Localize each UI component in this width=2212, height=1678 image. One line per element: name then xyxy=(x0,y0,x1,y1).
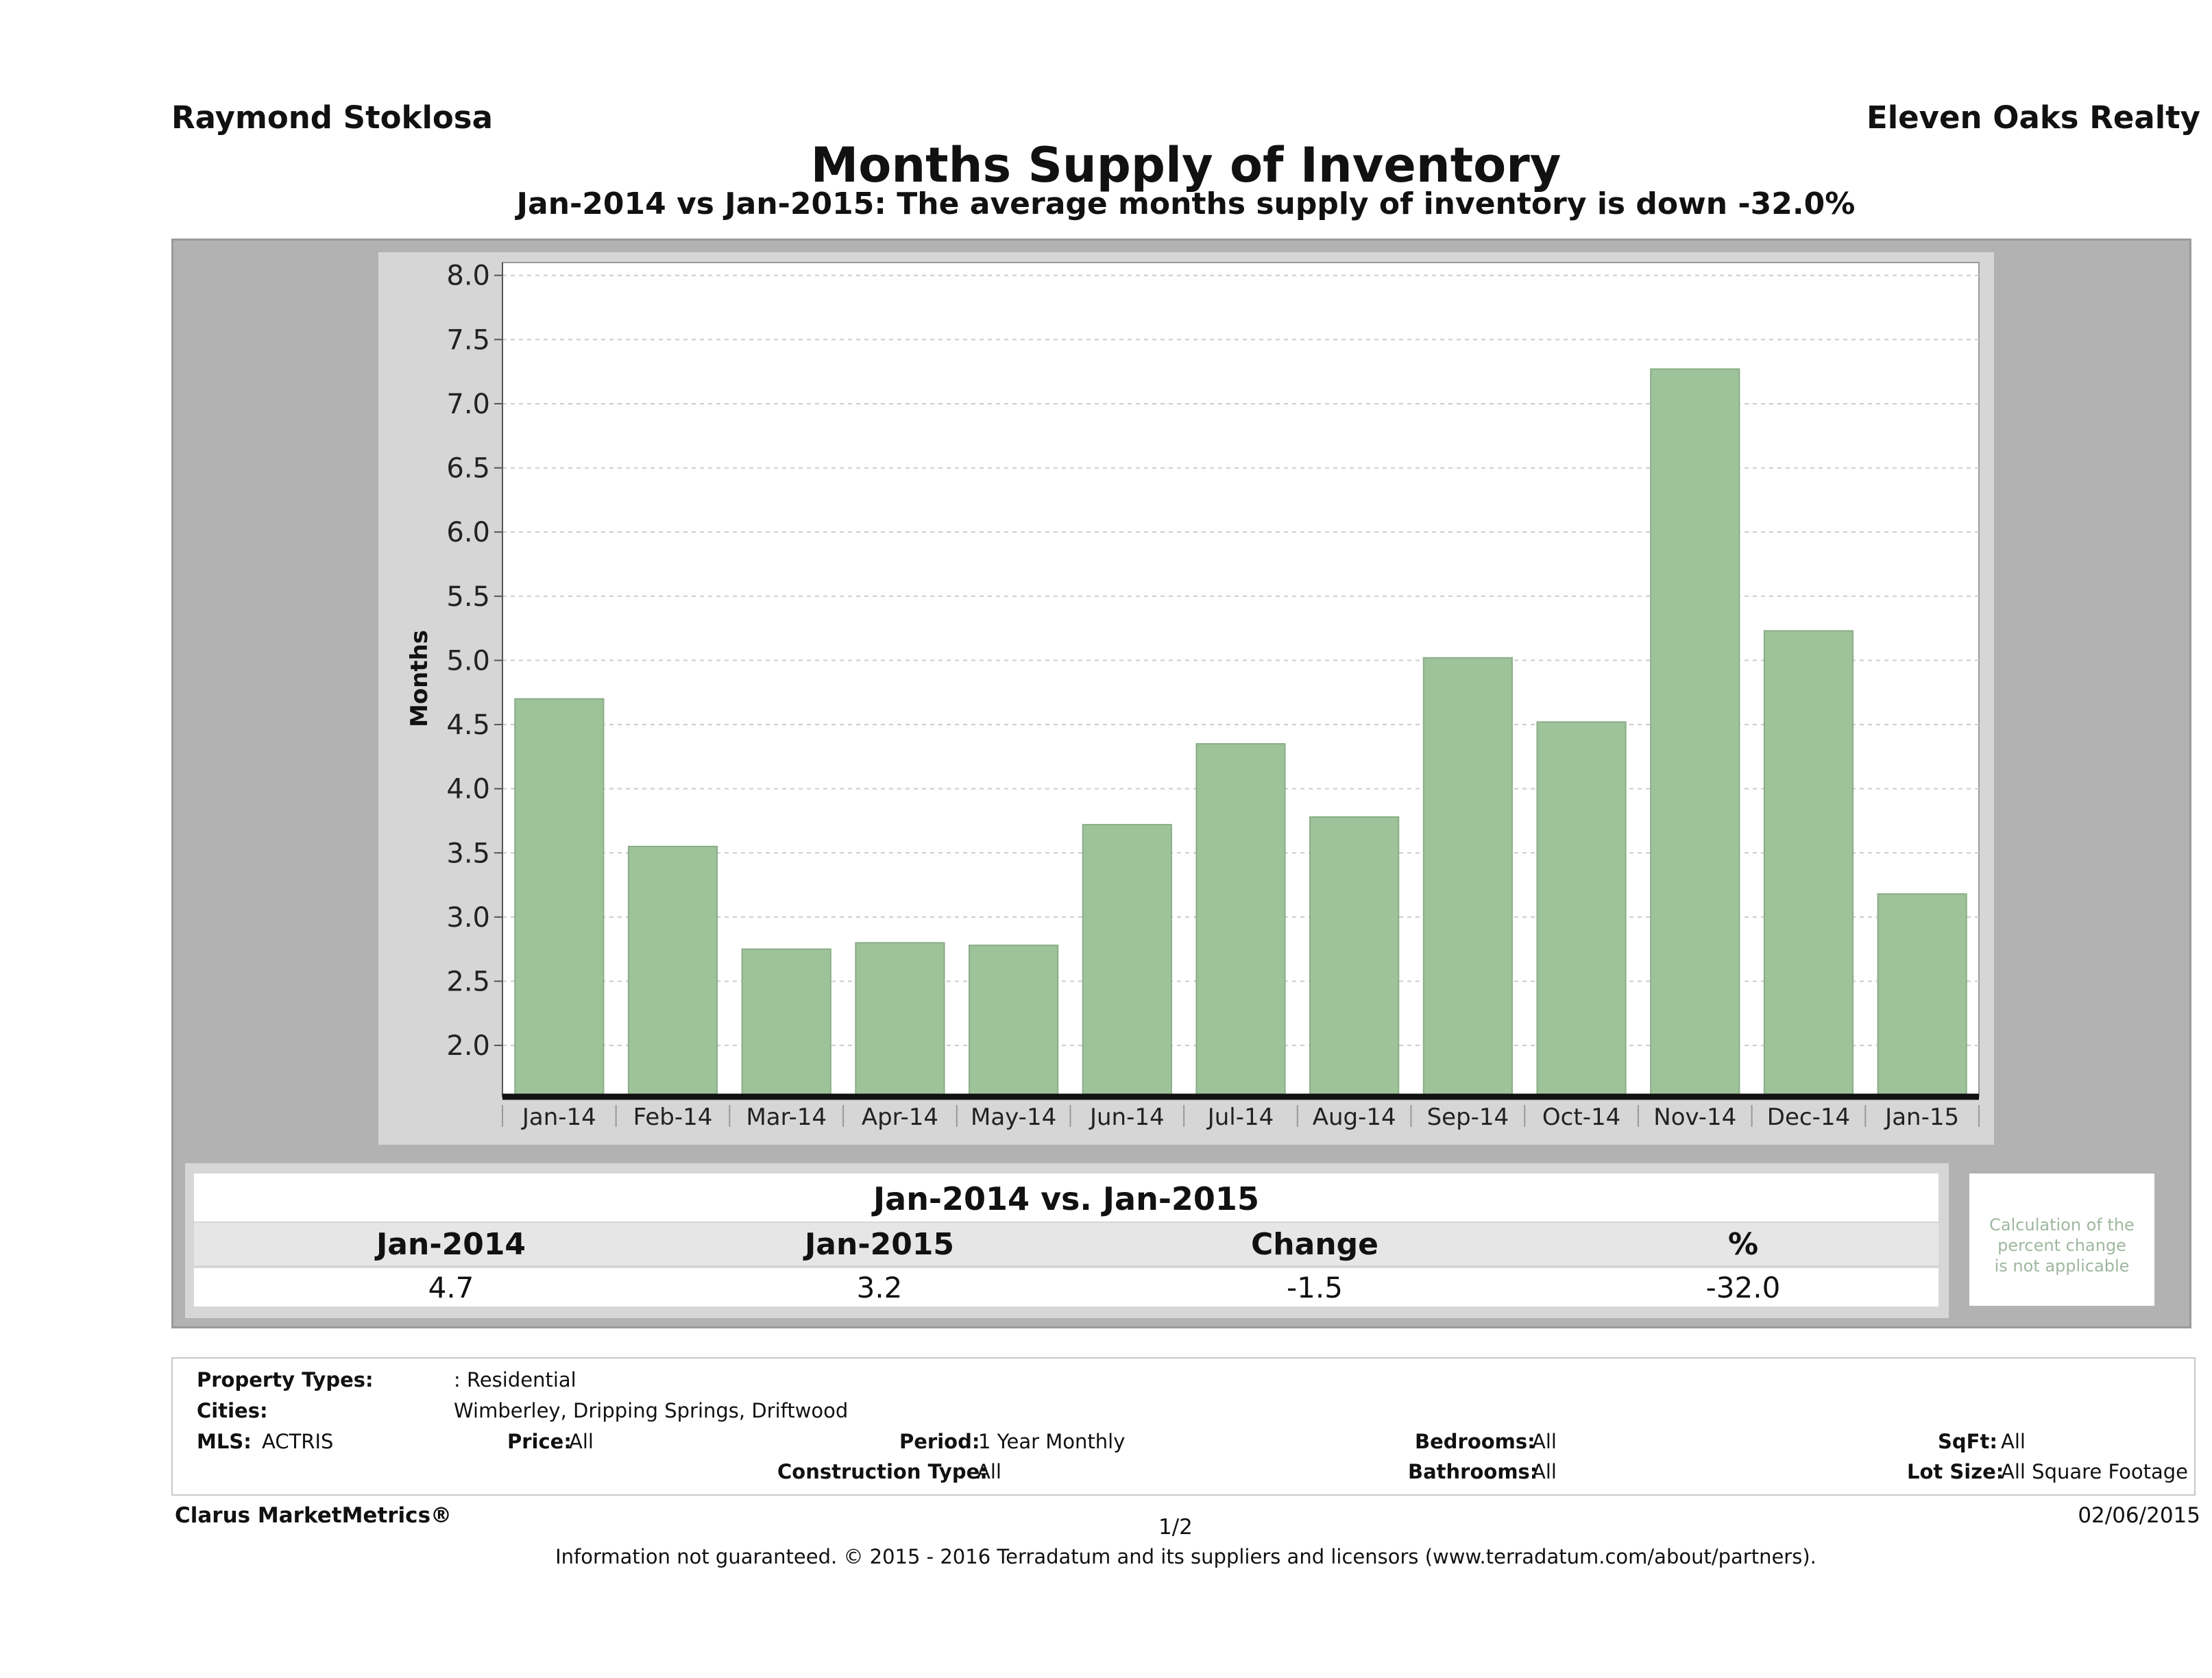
x-tick-label: Apr-14 xyxy=(862,1104,938,1131)
x-tick-label: Jul-14 xyxy=(1206,1104,1274,1131)
percent-note-line: Calculation of the xyxy=(1989,1215,2135,1235)
bar xyxy=(855,942,945,1098)
company-name: Eleven Oaks Realty xyxy=(1866,99,2200,136)
percent-note-line: percent change xyxy=(1997,1236,2126,1255)
summary-value-jan-2015: 3.2 xyxy=(856,1271,903,1304)
construction-type-value: All xyxy=(977,1460,1001,1483)
y-axis-label: Months xyxy=(406,630,433,727)
sqft-value: All xyxy=(2001,1430,2026,1453)
bar xyxy=(1877,893,1967,1098)
bar xyxy=(741,948,831,1097)
price-label: Price: xyxy=(507,1430,572,1453)
summary-header-change: Change xyxy=(1251,1227,1378,1262)
property-types-value: : Residential xyxy=(454,1368,576,1391)
bar xyxy=(627,845,718,1098)
construction-type-label: Construction Type: xyxy=(777,1460,988,1483)
x-tick-label: Feb-14 xyxy=(633,1104,713,1131)
bar-chart: 2.0 2.5 3.0 3.5 4.0 4.5 5.0 5.5 6.0 6.5 7.0 7.5 8.0 M… xyxy=(406,260,1980,1131)
price-value: All xyxy=(569,1430,594,1453)
lot-size-label: Lot Size: xyxy=(1907,1460,2004,1483)
report-parameters: Property Types: : Residential Cities: Wi… xyxy=(171,1357,2196,1496)
page-number: 1/2 xyxy=(1158,1515,1193,1540)
bedrooms-label: Bedrooms: xyxy=(1415,1430,1535,1453)
footer-brand: Clarus MarketMetrics® xyxy=(175,1503,452,1528)
x-tick-label: Jan-15 xyxy=(1884,1104,1959,1131)
bar xyxy=(1422,657,1514,1097)
property-types-label: Property Types: xyxy=(197,1368,374,1391)
summary-values-row: 4.7 3.2 -1.5 -32.0 xyxy=(194,1268,1938,1306)
bar xyxy=(1309,816,1400,1097)
y-tick-label: 4.5 xyxy=(446,709,490,741)
summary-title-row: Jan-2014 vs. Jan-2015 xyxy=(194,1174,1938,1221)
percent-note: Calculation of the percent change is not… xyxy=(1969,1215,2154,1276)
mls-label: MLS: xyxy=(197,1430,252,1453)
summary-header-percent: % xyxy=(1727,1227,1759,1262)
page-title: Months Supply of Inventory xyxy=(810,137,1561,193)
summary-title: Jan-2014 vs. Jan-2015 xyxy=(873,1180,1259,1217)
bar xyxy=(1763,630,1854,1097)
x-tick-label: Sep-14 xyxy=(1427,1104,1509,1131)
summary-value-change: -1.5 xyxy=(1287,1271,1343,1304)
x-tick-label: Mar-14 xyxy=(746,1104,827,1131)
page-subtitle: Jan-2014 vs Jan-2015: The average months… xyxy=(516,186,1856,221)
mls-value: ACTRIS xyxy=(262,1430,334,1453)
percent-note-line: is not applicable xyxy=(1994,1256,2130,1276)
bar xyxy=(1082,824,1172,1098)
lot-size-value: All Square Footage xyxy=(2001,1460,2189,1483)
cities-value: Wimberley, Dripping Springs, Driftwood xyxy=(454,1399,849,1422)
bar xyxy=(1536,721,1627,1097)
period-label: Period: xyxy=(899,1430,980,1453)
x-tick-label: Jan-14 xyxy=(521,1104,596,1131)
y-tick-label: 3.5 xyxy=(446,838,490,869)
y-tick-label: 6.0 xyxy=(446,517,490,548)
x-tick-label: May-14 xyxy=(971,1104,1056,1131)
y-tick-label: 7.5 xyxy=(446,324,490,356)
x-tick-label: Nov-14 xyxy=(1653,1104,1736,1131)
agent-name: Raymond Stoklosa xyxy=(171,99,493,136)
y-tick-label: 7.0 xyxy=(446,389,490,420)
summary-value-jan-2014: 4.7 xyxy=(428,1271,474,1304)
x-tick-label: Oct-14 xyxy=(1542,1104,1620,1131)
sqft-label: SqFt: xyxy=(1938,1430,1997,1453)
y-tick-label: 2.5 xyxy=(446,966,490,997)
cities-label: Cities: xyxy=(197,1399,268,1422)
y-tick-label: 6.5 xyxy=(446,453,490,485)
report-date: 02/06/2015 xyxy=(2078,1503,2200,1528)
y-tick-label: 2.0 xyxy=(446,1030,490,1062)
summary-header-jan-2014: Jan-2014 xyxy=(376,1227,526,1262)
bar xyxy=(1650,368,1740,1098)
bar xyxy=(514,698,605,1097)
y-tick-label: 8.0 xyxy=(446,260,490,292)
bathrooms-label: Bathrooms: xyxy=(1408,1460,1538,1483)
y-tick-label: 3.0 xyxy=(446,902,490,934)
x-tick-label: Aug-14 xyxy=(1313,1104,1396,1131)
x-tick-label: Dec-14 xyxy=(1767,1104,1850,1131)
y-tick-label: 5.5 xyxy=(446,581,490,613)
disclaimer: Information not guaranteed. © 2015 - 201… xyxy=(555,1545,1816,1568)
bar xyxy=(968,945,1059,1098)
summary-value-percent: -32.0 xyxy=(1705,1271,1781,1304)
summary-header-row: Jan-2014 Jan-2015 Change % xyxy=(194,1223,1938,1265)
bar xyxy=(1195,743,1286,1097)
period-value: 1 Year Monthly xyxy=(978,1430,1126,1453)
bedrooms-value: All xyxy=(1532,1430,1557,1453)
y-tick-label: 4.0 xyxy=(446,774,490,805)
y-tick-label: 5.0 xyxy=(446,645,490,677)
bathrooms-value: All xyxy=(1532,1460,1557,1483)
summary-header-jan-2015: Jan-2015 xyxy=(804,1227,955,1262)
x-tick-label: Jun-14 xyxy=(1089,1104,1165,1131)
percent-note-box: Calculation of the percent change is not… xyxy=(1969,1174,2154,1306)
